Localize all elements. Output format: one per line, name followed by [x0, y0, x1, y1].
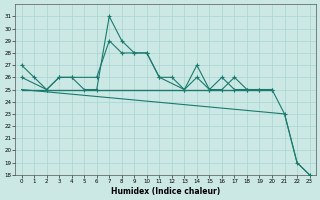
X-axis label: Humidex (Indice chaleur): Humidex (Indice chaleur)	[111, 187, 220, 196]
